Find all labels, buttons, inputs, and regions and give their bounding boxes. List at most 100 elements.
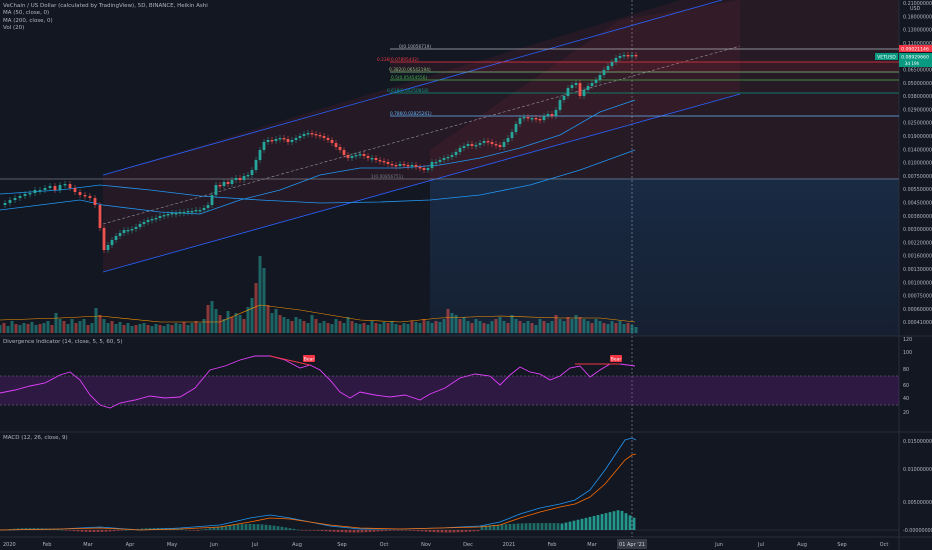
candle-body (150, 219, 154, 221)
macd-histogram-bar (564, 522, 568, 530)
vol-legend[interactable]: Vol (20) (3, 24, 25, 31)
volume-bar (374, 323, 378, 333)
volume-bar (274, 309, 278, 333)
candle-body (186, 211, 190, 213)
volume-bar (302, 321, 306, 333)
candle-body (126, 230, 130, 232)
macd-histogram-bar (304, 530, 308, 531)
time-axis[interactable]: 2020 Feb Mar Apr May Jun Jul Aug Sep Oct Nov Dec 202… (3, 542, 888, 548)
volume-bar (622, 324, 626, 333)
macd-histogram-bar (252, 524, 256, 530)
candle-body (394, 165, 398, 167)
price-axis-label: 0.00060000 (903, 307, 932, 313)
volume-bar (534, 325, 538, 333)
volume-bar (410, 321, 414, 333)
macd-axis-label: 0.01000000 (903, 467, 932, 473)
macd-histogram-bar (224, 525, 228, 530)
candle-body (8, 200, 12, 203)
price-axis-label: 0.00300000 (903, 227, 932, 233)
macd-histogram-bar (296, 529, 300, 531)
volume-bar (478, 321, 482, 333)
macd-histogram-bar (632, 517, 636, 530)
candle-body (398, 164, 402, 166)
price-axis-label: 0.00450000 (903, 201, 932, 207)
macd-histogram-bar (432, 530, 436, 533)
volume-bar (334, 319, 338, 333)
volume-bar (194, 321, 198, 333)
volume-bar (62, 321, 66, 333)
macd-histogram-bar (140, 528, 144, 530)
volume-bar (130, 326, 134, 333)
time-axis-label: Mar (83, 542, 93, 548)
volume-bar (626, 323, 630, 333)
volume-bar (618, 321, 622, 333)
macd-histogram-bar (320, 530, 324, 531)
macd-histogram-bar (336, 530, 340, 533)
divergence-title: Divergence Indicator (14, close, 5, 5, 6… (3, 339, 123, 345)
candle-body (114, 236, 118, 240)
candle-body (422, 168, 426, 170)
macd-histogram-bar (76, 530, 80, 532)
candle-body (546, 114, 550, 116)
macd-histogram-bar (516, 523, 520, 530)
volume-bar (278, 315, 282, 333)
fib-level-label: 0.382(0.06542194) (389, 67, 431, 73)
macd-histogram-bar (596, 515, 600, 530)
volume-bar (0, 325, 2, 333)
volume-bar (286, 319, 290, 333)
volume-bar (238, 315, 242, 333)
volume-bar (66, 324, 70, 333)
macd-histogram-bar (528, 523, 532, 530)
macd-histogram-bar (268, 525, 272, 530)
price-axis-label: 0.18000000 (903, 14, 932, 20)
macd-histogram-bar (532, 523, 536, 530)
volume-bar (490, 321, 494, 333)
macd-title: MACD (12, 26, close, 9) (3, 435, 68, 441)
candle-body (598, 75, 602, 80)
macd-histogram-bar (444, 530, 448, 533)
candle-body (490, 142, 494, 144)
price-axis-label: 0.00160000 (903, 254, 932, 260)
volume-bar (38, 324, 42, 333)
signal-line (0, 453, 637, 531)
volume-bar (582, 319, 586, 333)
macd-histogram-bar (600, 514, 604, 530)
divergence-axis-label: 60 (903, 383, 909, 389)
bear-badge-label: Bear (304, 357, 315, 363)
macd-histogram-bar (412, 530, 416, 531)
svg-text:0.08929660: 0.08929660 (901, 54, 929, 60)
candle-body (230, 180, 234, 184)
macd-histogram-bar (376, 530, 380, 532)
macd-histogram-bar (228, 525, 232, 530)
candle-body (318, 135, 322, 137)
volume-bar (290, 321, 294, 333)
volume-bar (114, 324, 118, 333)
price-axis-label: 0.00041000 (903, 320, 932, 326)
fib-retracement[interactable]: 0(0.10056719) 0.236(0.07895442) 0.382(0.06… (0, 44, 899, 180)
candle-body (538, 119, 542, 121)
candles[interactable] (3, 52, 638, 253)
price-axis[interactable]: 0.21000000 0.18000000 0.13000000 0.11000000… (903, 1, 932, 326)
volume-bar (570, 319, 574, 333)
macd-histogram-bar (468, 530, 472, 532)
divergence-legend[interactable]: Divergence Indicator (14, close, 5, 5, 6… (3, 339, 123, 346)
ma-50-legend[interactable]: MA (50, close, 0) (3, 10, 50, 17)
forecast-zone (430, 178, 899, 336)
macd-histogram-bar (556, 523, 560, 530)
macd-histogram-bar (428, 530, 432, 532)
volume-bar (326, 323, 330, 333)
volume-bar (218, 315, 222, 333)
volume-bar (382, 322, 386, 333)
candle-body (386, 162, 390, 164)
ma-200-legend[interactable]: MA (200, close, 0) (3, 17, 53, 24)
macd-histogram-bar (584, 517, 588, 530)
macd-legend[interactable]: MACD (12, 26, close, 9) (3, 435, 68, 442)
candle-body (374, 158, 378, 160)
macd-histogram-bar (460, 530, 464, 533)
candle-body (53, 186, 57, 190)
price-axis-label: 0.01900000 (903, 134, 932, 140)
time-axis-label: Mar (587, 542, 597, 548)
price-axis-label: 0.00075000 (903, 294, 932, 300)
volume-bar (598, 321, 602, 333)
